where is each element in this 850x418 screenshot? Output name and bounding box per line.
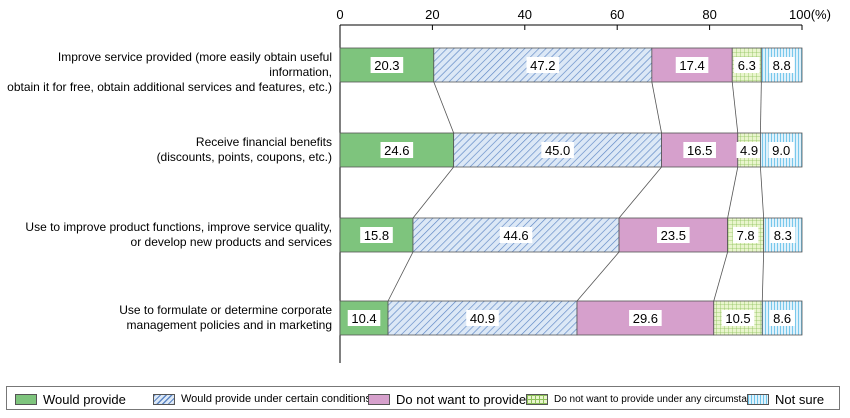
x-tick-label: 100(%) bbox=[789, 7, 831, 22]
x-tick-label: 60 bbox=[610, 7, 624, 22]
data-label-bg bbox=[721, 310, 755, 326]
legend-swatch bbox=[15, 393, 37, 405]
legend-swatch bbox=[368, 393, 390, 405]
connector-line bbox=[713, 251, 729, 302]
data-label: 23.5 bbox=[661, 228, 686, 243]
data-label-bg bbox=[541, 142, 574, 158]
chart-legend: Would provide Would provide under certain… bbox=[6, 386, 840, 410]
connector-line bbox=[761, 251, 765, 302]
connector-line bbox=[760, 81, 762, 134]
data-label: 7.8 bbox=[737, 228, 755, 243]
legend-label: Would provide bbox=[43, 391, 126, 407]
category-label: Use to formulate or determine corporate … bbox=[119, 303, 332, 332]
data-label-bg bbox=[347, 310, 381, 326]
connector-line bbox=[412, 166, 454, 219]
legend-item: Would provide bbox=[15, 391, 126, 407]
data-label-bg bbox=[769, 310, 795, 326]
connector-line bbox=[727, 166, 739, 219]
data-label: 24.6 bbox=[384, 143, 409, 158]
data-label-bg bbox=[675, 57, 709, 73]
legend-item: Would provide under certain conditions bbox=[153, 391, 371, 407]
data-label-bg bbox=[380, 142, 414, 158]
data-label: 9.0 bbox=[772, 143, 790, 158]
data-label: 16.5 bbox=[687, 143, 712, 158]
connector-line bbox=[576, 251, 620, 302]
data-label: 29.6 bbox=[633, 311, 658, 326]
legend-label: Would provide under certain conditions bbox=[181, 393, 371, 405]
data-label: 6.3 bbox=[738, 58, 756, 73]
connector-line bbox=[433, 81, 455, 134]
data-label-bg bbox=[657, 227, 690, 243]
data-label: 47.2 bbox=[530, 58, 555, 73]
x-tick-label: 80 bbox=[702, 7, 716, 22]
connector-line bbox=[760, 166, 765, 219]
legend-swatch bbox=[747, 393, 769, 405]
data-label-bg bbox=[732, 227, 759, 243]
x-tick-label: 0 bbox=[336, 7, 343, 22]
data-label: 40.9 bbox=[470, 311, 495, 326]
data-label-bg bbox=[370, 57, 404, 73]
connector-line bbox=[618, 166, 662, 219]
legend-item: Do not want to provide under any circums… bbox=[526, 391, 768, 407]
data-label: 15.8 bbox=[364, 228, 389, 243]
data-label: 8.6 bbox=[773, 311, 791, 326]
legend-swatch bbox=[526, 393, 548, 405]
data-label-bg bbox=[736, 142, 762, 158]
legend-label: Not sure bbox=[775, 391, 825, 407]
category-label: Receive financial benefits (discounts, p… bbox=[156, 135, 332, 164]
data-label: 4.9 bbox=[740, 143, 758, 158]
data-label-bg bbox=[629, 310, 662, 326]
data-label-bg bbox=[683, 142, 716, 158]
connector-line bbox=[387, 251, 414, 302]
legend-swatch bbox=[153, 393, 175, 405]
category-label: Use to improve product functions, improv… bbox=[25, 220, 332, 249]
data-label: 45.0 bbox=[545, 143, 570, 158]
legend-item: Not sure bbox=[747, 391, 824, 407]
connector-line bbox=[731, 81, 739, 134]
data-label-bg bbox=[466, 310, 499, 326]
data-label-bg bbox=[499, 227, 533, 243]
data-label-bg bbox=[360, 227, 393, 243]
data-label-bg bbox=[768, 57, 795, 73]
legend-label: Do not want to provide under any circums… bbox=[554, 393, 768, 405]
data-label-bg bbox=[770, 227, 796, 243]
data-label-bg bbox=[734, 57, 760, 73]
connector-line bbox=[651, 81, 662, 134]
category-label: Improve service provided (more easily ob… bbox=[7, 50, 332, 94]
data-label-bg bbox=[526, 57, 560, 73]
data-label: 8.3 bbox=[774, 228, 792, 243]
data-label: 8.8 bbox=[773, 58, 791, 73]
data-label: 10.5 bbox=[725, 311, 750, 326]
data-label: 17.4 bbox=[679, 58, 704, 73]
data-label-bg bbox=[768, 142, 794, 158]
legend-label: Do not want to provide bbox=[396, 391, 527, 407]
legend-item: Do not want to provide bbox=[368, 391, 526, 407]
data-label: 20.3 bbox=[374, 58, 399, 73]
x-tick-label: 40 bbox=[518, 7, 532, 22]
data-label: 44.6 bbox=[503, 228, 528, 243]
x-tick-label: 20 bbox=[425, 7, 439, 22]
data-label: 10.4 bbox=[351, 311, 376, 326]
bar-segment bbox=[618, 217, 729, 253]
